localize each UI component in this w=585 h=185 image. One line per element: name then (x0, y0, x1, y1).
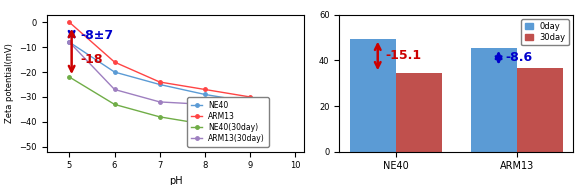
Bar (471, 48, 517, 152)
Line: ARM13: ARM13 (68, 21, 252, 99)
ARM13 (66, 21, 73, 23)
Legend: 0day, 30day: 0day, 30day (521, 19, 569, 45)
Bar (517, 68, 563, 152)
NE40(30day) (246, 121, 253, 123)
Bar (350, 39, 396, 152)
Y-axis label: Zeta potential(mV): Zeta potential(mV) (5, 43, 14, 123)
ARM13 (156, 81, 163, 83)
NE40(30day) (201, 123, 208, 125)
ARM13 (246, 96, 253, 98)
NE40 (156, 83, 163, 86)
NE40 (201, 93, 208, 96)
Bar (396, 73, 442, 152)
Line: NE40(30day): NE40(30day) (68, 75, 252, 126)
NE40(30day) (156, 116, 163, 118)
ARM13 (111, 61, 118, 63)
NE40(30day) (111, 103, 118, 105)
NE40 (66, 41, 73, 43)
Text: -8.6: -8.6 (506, 51, 533, 64)
NE40(30day) (66, 76, 73, 78)
Text: -15.1: -15.1 (385, 49, 421, 63)
ARM13(30day) (201, 103, 208, 105)
ARM13(30day) (246, 103, 253, 105)
Text: -18: -18 (81, 53, 103, 66)
Text: -8±7: -8±7 (81, 29, 114, 42)
NE40 (246, 101, 253, 103)
ARM13 (201, 88, 208, 91)
X-axis label: pH: pH (168, 176, 183, 185)
ARM13(30day) (66, 41, 73, 43)
NE40 (111, 71, 118, 73)
ARM13(30day) (111, 88, 118, 91)
ARM13(30day) (156, 101, 163, 103)
Legend: NE40, ARM13, NE40(30day), ARM13(30day): NE40, ARM13, NE40(30day), ARM13(30day) (187, 97, 269, 147)
Line: NE40: NE40 (68, 41, 252, 104)
Line: ARM13(30day): ARM13(30day) (68, 41, 252, 106)
